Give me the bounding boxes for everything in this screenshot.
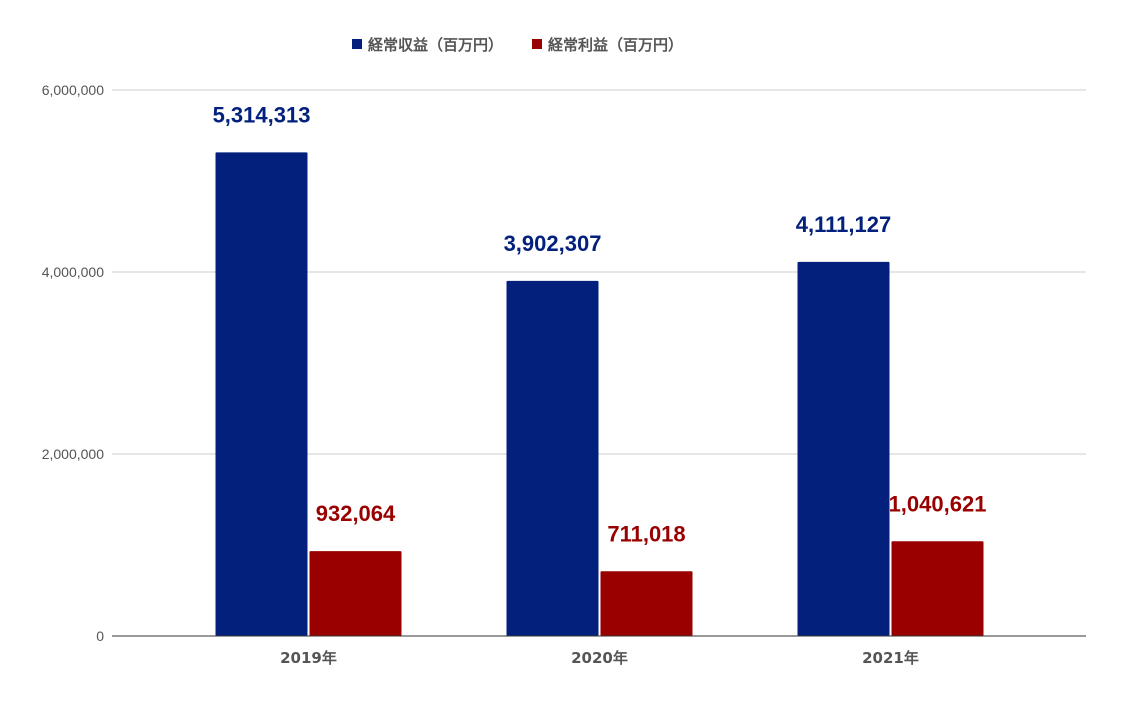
y-tick-label: 0	[96, 628, 104, 644]
data-label-profit-1: 932,064	[316, 501, 396, 526]
legend-swatch-1	[352, 39, 362, 49]
x-category-label: 2020年	[571, 649, 628, 667]
y-tick-label: 4,000,000	[42, 264, 104, 280]
legend-label-2: 経常利益（百万円）	[548, 36, 683, 54]
data-label-revenue-3: 4,111,127	[796, 212, 891, 237]
data-label-revenue-1: 5,314,313	[213, 102, 311, 127]
y-tick-label: 6,000,000	[42, 82, 104, 98]
data-label-profit-3: 1,040,621	[889, 491, 987, 516]
legend-swatch-2	[532, 39, 542, 49]
data-labels: 5,314,313 932,064 3,902,307 711,018 4,111,12…	[213, 102, 987, 546]
data-label-revenue-2: 3,902,307	[504, 231, 602, 256]
bar-profit-1	[309, 551, 402, 636]
bar-profit-2	[600, 571, 693, 636]
bars	[215, 152, 984, 636]
bar-profit-3	[891, 541, 984, 636]
x-axis: 2019年 2020年 2021年	[112, 635, 1086, 667]
data-label-profit-2: 711,018	[607, 521, 685, 546]
legend-label-1: 経常収益（百万円）	[368, 36, 503, 54]
y-axis: 0 2,000,000 4,000,000 6,000,000	[42, 82, 105, 644]
bar-revenue-2	[506, 280, 599, 636]
x-category-label: 2019年	[280, 649, 337, 667]
bar-revenue-3	[797, 261, 890, 636]
bar-revenue-1	[215, 152, 308, 636]
y-tick-label: 2,000,000	[42, 446, 104, 462]
legend: 経常収益（百万円） 経常利益（百万円）	[352, 36, 683, 54]
x-category-label: 2021年	[862, 649, 919, 667]
